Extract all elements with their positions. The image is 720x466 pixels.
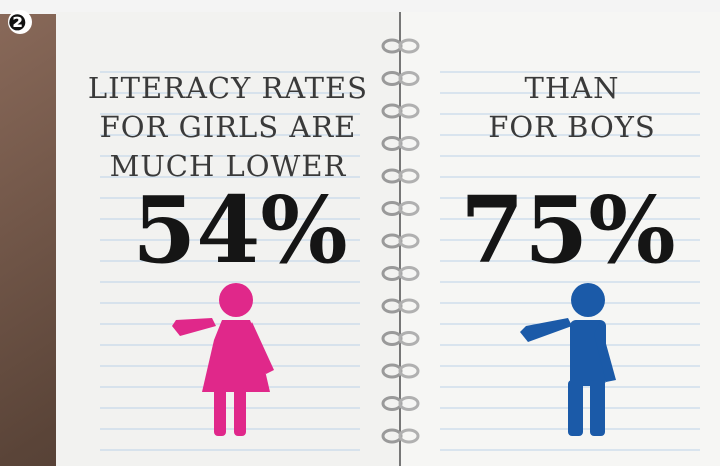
- page: {"badge": "❷", "left": {"caption": ["LIT…: [0, 0, 720, 466]
- left-caption: LITERACY RATES: [88, 71, 368, 105]
- top-strip: [0, 0, 720, 14]
- infographic: ❷ LITERACY RATES FOR GIRLS ARE MUCH LOWE…: [0, 0, 720, 466]
- left-stat: 54%: [132, 176, 347, 284]
- right-stat: 75%: [460, 176, 675, 284]
- right-caption: THAN: [525, 71, 620, 105]
- right-caption: FOR BOYS: [488, 110, 656, 144]
- badge: ❷: [8, 11, 27, 36]
- left-caption: FOR GIRLS ARE: [100, 110, 357, 144]
